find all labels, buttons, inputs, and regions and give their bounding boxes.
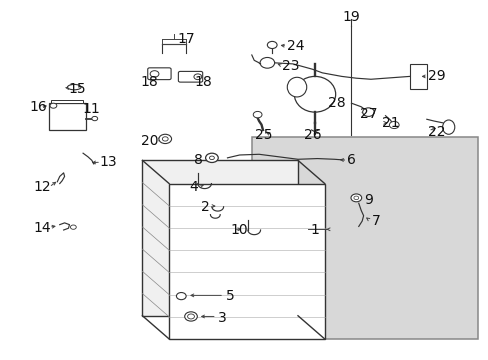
Text: 16: 16 <box>29 100 47 114</box>
Circle shape <box>159 134 171 144</box>
Text: 24: 24 <box>286 39 304 53</box>
Text: 25: 25 <box>255 129 272 142</box>
Text: 1: 1 <box>310 223 319 237</box>
Text: 28: 28 <box>327 96 345 110</box>
Circle shape <box>253 111 262 118</box>
Text: 4: 4 <box>189 180 198 194</box>
Text: 23: 23 <box>282 59 299 73</box>
Bar <box>51 100 82 103</box>
Circle shape <box>187 314 194 319</box>
Text: 17: 17 <box>177 32 195 46</box>
Text: 20: 20 <box>141 134 158 148</box>
Circle shape <box>362 108 373 116</box>
Text: 11: 11 <box>82 102 100 116</box>
Ellipse shape <box>294 76 335 112</box>
Circle shape <box>70 225 76 229</box>
Text: 29: 29 <box>427 69 445 84</box>
Circle shape <box>353 196 358 200</box>
Circle shape <box>260 58 274 68</box>
Text: 14: 14 <box>34 221 51 235</box>
Text: 13: 13 <box>100 155 117 169</box>
Ellipse shape <box>442 120 454 134</box>
Circle shape <box>350 194 361 202</box>
Circle shape <box>209 156 214 159</box>
Circle shape <box>150 71 159 77</box>
Circle shape <box>92 116 98 121</box>
Text: 9: 9 <box>363 193 372 207</box>
Text: 21: 21 <box>381 116 398 130</box>
Bar <box>169 184 324 339</box>
Bar <box>251 137 477 339</box>
FancyBboxPatch shape <box>178 71 202 82</box>
FancyBboxPatch shape <box>147 68 171 80</box>
Text: 15: 15 <box>68 82 85 96</box>
Text: 18: 18 <box>194 75 212 89</box>
Text: 10: 10 <box>230 223 248 237</box>
Circle shape <box>184 312 197 321</box>
Text: 7: 7 <box>371 214 379 228</box>
Ellipse shape <box>287 77 306 97</box>
Text: 19: 19 <box>342 10 360 24</box>
Bar <box>142 160 297 316</box>
Circle shape <box>194 74 201 80</box>
Text: 18: 18 <box>141 75 158 89</box>
Circle shape <box>205 153 218 162</box>
Text: 8: 8 <box>193 153 203 167</box>
Ellipse shape <box>67 85 81 90</box>
Text: 3: 3 <box>218 311 226 324</box>
Text: 12: 12 <box>34 180 51 194</box>
Text: 26: 26 <box>303 129 321 142</box>
Bar <box>49 103 85 130</box>
Circle shape <box>267 41 277 49</box>
Text: 2: 2 <box>201 200 209 214</box>
Circle shape <box>176 293 186 300</box>
Text: 5: 5 <box>225 289 234 303</box>
Circle shape <box>162 137 168 141</box>
Text: 6: 6 <box>346 153 355 167</box>
Bar <box>409 64 426 89</box>
Text: 27: 27 <box>359 107 376 121</box>
Text: 22: 22 <box>427 125 445 139</box>
Circle shape <box>50 103 57 108</box>
Circle shape <box>388 121 398 129</box>
